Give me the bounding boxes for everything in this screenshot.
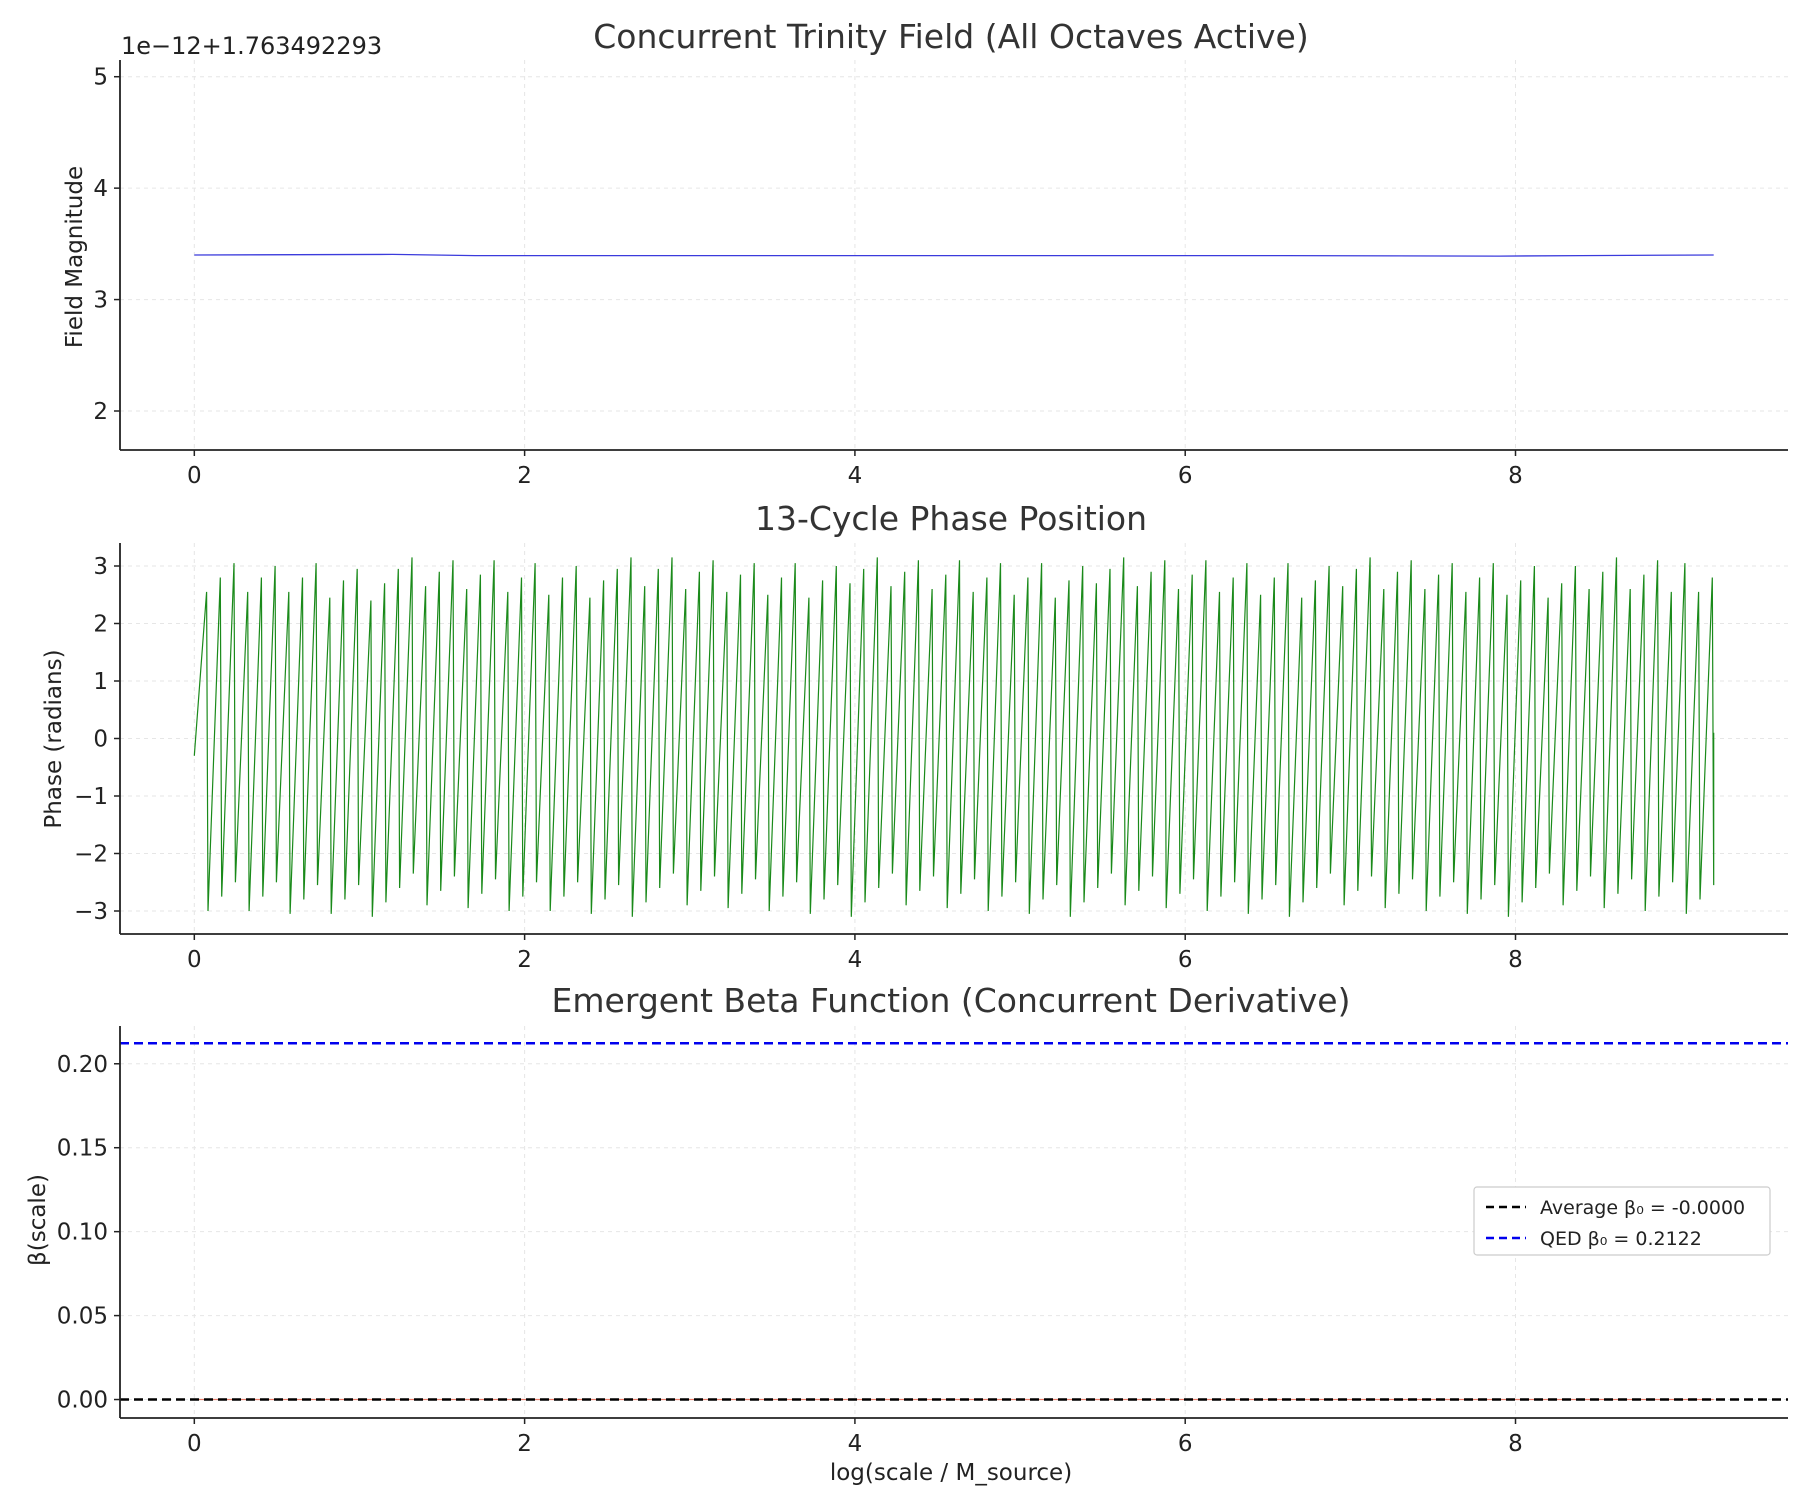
x-tick-label: 2	[517, 463, 532, 489]
field-ticks: 0 2 4 6 8 2 3 4 5	[93, 65, 1522, 489]
beta-axes	[119, 1026, 1788, 1419]
beta-series	[120, 1042, 1788, 1401]
x-tick-label: 8	[1508, 1431, 1523, 1457]
y-tick-label: 4	[93, 176, 108, 202]
y-tick-label: 5	[93, 65, 108, 91]
panel-field: Concurrent Trinity Field (All Octaves Ac…	[62, 17, 1788, 489]
y-tick-label: 3	[93, 288, 108, 314]
y-tick-label: −1	[74, 784, 108, 810]
x-tick-label: 4	[848, 947, 863, 973]
x-tick-label: 2	[517, 1431, 532, 1457]
x-tick-label: 6	[1178, 947, 1193, 973]
field-y-axis-label: Field Magnitude	[62, 166, 88, 348]
x-tick-label: 0	[187, 463, 202, 489]
phase-grid	[120, 543, 1788, 934]
y-tick-label: −2	[74, 842, 108, 868]
series-line-0	[194, 253, 1714, 257]
beta-chart-title: Emergent Beta Function (Concurrent Deriv…	[552, 981, 1351, 1020]
y-tick-label: 0.20	[57, 1052, 108, 1078]
phase-ticks: 0 2 4 6 8 −3 −2 −1 0 1 2 3	[74, 554, 1523, 973]
legend-average-label: Average β₀ = -0.0000	[1540, 1197, 1745, 1219]
y-tick-label: 1	[93, 669, 108, 695]
x-tick-label: 2	[517, 947, 532, 973]
y-tick-label: −3	[74, 899, 108, 925]
beta-x-axis-label: log(scale / M_source)	[830, 1460, 1072, 1486]
field-chart-title: Concurrent Trinity Field (All Octaves Ac…	[593, 17, 1308, 56]
x-tick-label: 4	[848, 463, 863, 489]
x-tick-label: 0	[187, 947, 202, 973]
x-tick-label: 6	[1178, 463, 1193, 489]
phase-chart-title: 13-Cycle Phase Position	[755, 499, 1147, 538]
y-tick-label: 2	[93, 399, 108, 425]
beta-ticks: 0 2 4 6 8 0.00 0.05 0.10 0.15 0.20	[57, 1052, 1523, 1457]
legend-qed-label: QED β₀ = 0.2122	[1540, 1228, 1702, 1250]
x-tick-label: 8	[1508, 947, 1523, 973]
panel-beta: Emergent Beta Function (Concurrent Deriv…	[25, 981, 1788, 1486]
panel-phase: 13-Cycle Phase Position Phase (radians) …	[41, 499, 1788, 973]
x-tick-label: 4	[848, 1431, 863, 1457]
series-line-0	[193, 557, 1715, 917]
beta-legend: Average β₀ = -0.0000 QED β₀ = 0.2122	[1473, 1186, 1771, 1256]
y-tick-label: 3	[93, 554, 108, 580]
beta-y-axis-label: β(scale)	[25, 1174, 51, 1266]
field-series	[194, 253, 1714, 257]
phase-y-axis-label: Phase (radians)	[41, 649, 67, 828]
field-axes	[119, 60, 1788, 451]
y-tick-label: 2	[93, 612, 108, 638]
phase-series	[193, 557, 1715, 917]
y-tick-label: 0.10	[57, 1220, 108, 1246]
y-tick-label: 0	[93, 727, 108, 753]
y-tick-label: 0.15	[57, 1136, 108, 1162]
legend-box	[1473, 1186, 1771, 1256]
x-tick-label: 8	[1508, 463, 1523, 489]
y-tick-label: 0.05	[57, 1304, 108, 1330]
y-tick-label: 0.00	[57, 1388, 108, 1414]
x-tick-label: 6	[1178, 1431, 1193, 1457]
field-offset-label: 1e−12+1.763492293	[121, 32, 382, 60]
x-tick-label: 0	[187, 1431, 202, 1457]
